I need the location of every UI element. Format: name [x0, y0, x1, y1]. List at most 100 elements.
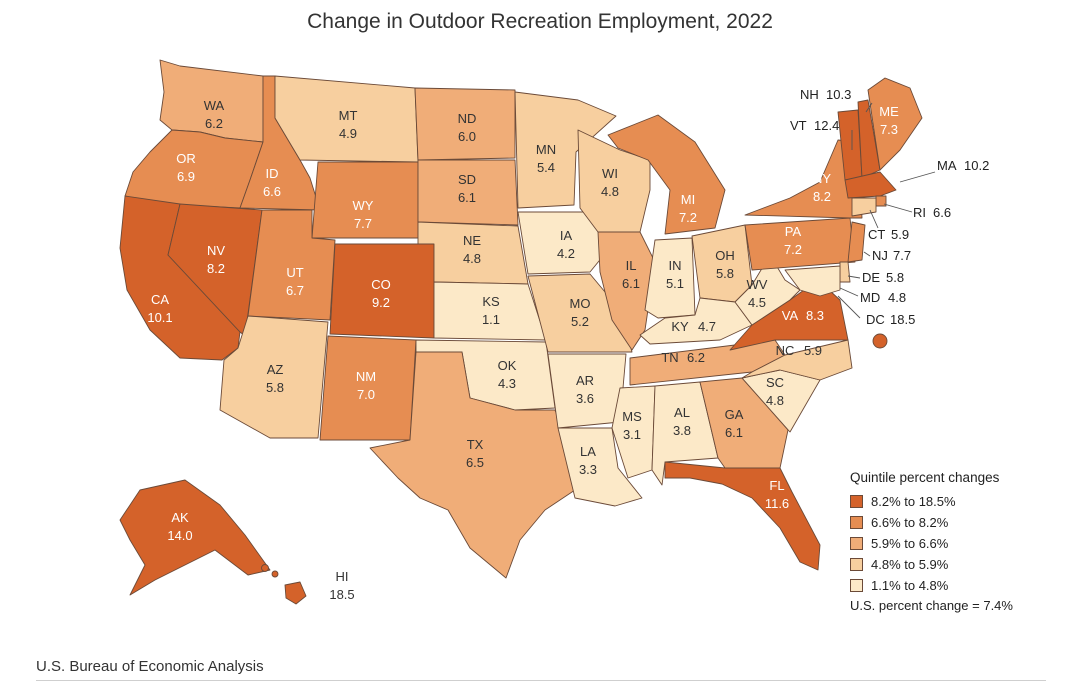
state-wi [577, 129, 651, 233]
state-label-ak: AK 14.0 [167, 510, 192, 543]
svg-text:WY: WY [353, 198, 374, 213]
legend-swatch [850, 558, 863, 571]
svg-text:MD: MD [860, 290, 880, 305]
state-label-mo: MO 5.2 [570, 296, 591, 329]
legend-item: 6.6% to 8.2% [850, 512, 1060, 533]
svg-text:OK: OK [498, 358, 517, 373]
svg-text:8.3: 8.3 [806, 308, 824, 323]
legend-item: 5.9% to 6.6% [850, 533, 1060, 554]
svg-text:12.4: 12.4 [814, 118, 839, 133]
svg-text:10.3: 10.3 [826, 87, 851, 102]
state-label-ok: OK 4.3 [498, 358, 517, 391]
svg-text:4.7: 4.7 [698, 319, 716, 334]
svg-text:6.5: 6.5 [466, 455, 484, 470]
legend-swatch [850, 579, 863, 592]
svg-text:6.1: 6.1 [458, 190, 476, 205]
state-nc [741, 339, 853, 381]
svg-text:CO: CO [371, 277, 391, 292]
state-label-az: AZ 5.8 [266, 362, 284, 395]
svg-text:6.2: 6.2 [205, 116, 223, 131]
state-label-mt: MT 4.9 [339, 108, 358, 141]
svg-text:MO: MO [570, 296, 591, 311]
svg-text:TX: TX [467, 437, 484, 452]
state-label-ms: MS 3.1 [622, 409, 642, 442]
state-label-wa: WA 6.2 [204, 98, 225, 131]
state-az [219, 315, 329, 439]
state-mt [274, 75, 419, 163]
state-sd [417, 159, 519, 226]
state-label-tn: TN 6.2 [661, 350, 705, 365]
svg-text:4.8: 4.8 [766, 393, 784, 408]
svg-text:5.4: 5.4 [537, 160, 555, 175]
state-label-la: LA 3.3 [579, 444, 597, 477]
state-label-pa: PA 7.2 [784, 224, 802, 257]
state-ak [119, 479, 271, 596]
svg-text:4.8: 4.8 [888, 290, 906, 305]
state-label-wy: WY 7.7 [353, 198, 374, 231]
callout-ri: RI 6.6 [913, 205, 951, 220]
svg-text:4.3: 4.3 [498, 376, 516, 391]
svg-text:CA: CA [151, 292, 169, 307]
state-nj [847, 221, 866, 263]
svg-text:7.7: 7.7 [354, 216, 372, 231]
state-va [729, 279, 849, 351]
svg-text:NC: NC [776, 343, 795, 358]
us-percent-change-note: U.S. percent change = 7.4% [850, 598, 1013, 613]
svg-text:NM: NM [356, 369, 376, 384]
state-il [597, 231, 656, 351]
svg-text:3.3: 3.3 [579, 462, 597, 477]
state-label-ny: NY 8.2 [813, 171, 831, 204]
state-label-mi: MI 7.2 [679, 192, 697, 225]
svg-text:NJ: NJ [872, 248, 888, 263]
svg-text:ME: ME [879, 104, 899, 119]
svg-text:8.2: 8.2 [813, 189, 831, 204]
svg-text:SC: SC [766, 375, 784, 390]
svg-text:ND: ND [458, 111, 477, 126]
svg-text:WV: WV [747, 277, 768, 292]
svg-text:VT: VT [790, 118, 807, 133]
legend-label: 4.8% to 5.9% [871, 557, 949, 572]
state-label-sc: SC 4.8 [766, 375, 784, 408]
svg-text:7.7: 7.7 [893, 248, 911, 263]
state-label-or: OR 6.9 [176, 151, 196, 184]
state-label-oh: OH 5.8 [715, 248, 735, 281]
svg-text:CT: CT [868, 227, 885, 242]
state-label-ar: AR 3.6 [576, 373, 594, 406]
svg-text:3.6: 3.6 [576, 391, 594, 406]
state-nd [414, 87, 516, 161]
legend-label: 6.6% to 8.2% [871, 515, 949, 530]
svg-text:NH: NH [800, 87, 819, 102]
svg-text:5.9: 5.9 [891, 227, 909, 242]
leader-nj [863, 251, 871, 257]
state-hi-island [271, 570, 279, 578]
svg-text:OH: OH [715, 248, 735, 263]
leader-ri [883, 203, 913, 213]
svg-text:6.0: 6.0 [458, 129, 476, 144]
state-dc [872, 333, 888, 349]
svg-text:4.9: 4.9 [339, 126, 357, 141]
svg-text:5.8: 5.8 [886, 270, 904, 285]
svg-text:7.0: 7.0 [357, 387, 375, 402]
state-label-ia: IA 4.2 [557, 228, 575, 261]
svg-text:5.8: 5.8 [716, 266, 734, 281]
legend-swatch [850, 495, 863, 508]
svg-text:MA: MA [937, 158, 957, 173]
svg-text:IL: IL [626, 258, 637, 273]
map-title: Change in Outdoor Recreation Employment,… [307, 10, 773, 33]
svg-text:NY: NY [813, 171, 831, 186]
svg-text:4.2: 4.2 [557, 246, 575, 261]
svg-text:10.1: 10.1 [147, 310, 172, 325]
state-ma [844, 171, 897, 199]
svg-text:6.6: 6.6 [263, 184, 281, 199]
leader-ct [869, 209, 879, 229]
callout-dc: DC 18.5 [866, 312, 915, 327]
svg-text:4.8: 4.8 [601, 184, 619, 199]
state-label-il: IL 6.1 [622, 258, 640, 291]
legend-item: 4.8% to 5.9% [850, 554, 1060, 575]
state-ct [851, 197, 877, 217]
state-label-fl: FL 11.6 [765, 478, 789, 511]
state-label-co: CO 9.2 [371, 277, 391, 310]
svg-text:WA: WA [204, 98, 225, 113]
